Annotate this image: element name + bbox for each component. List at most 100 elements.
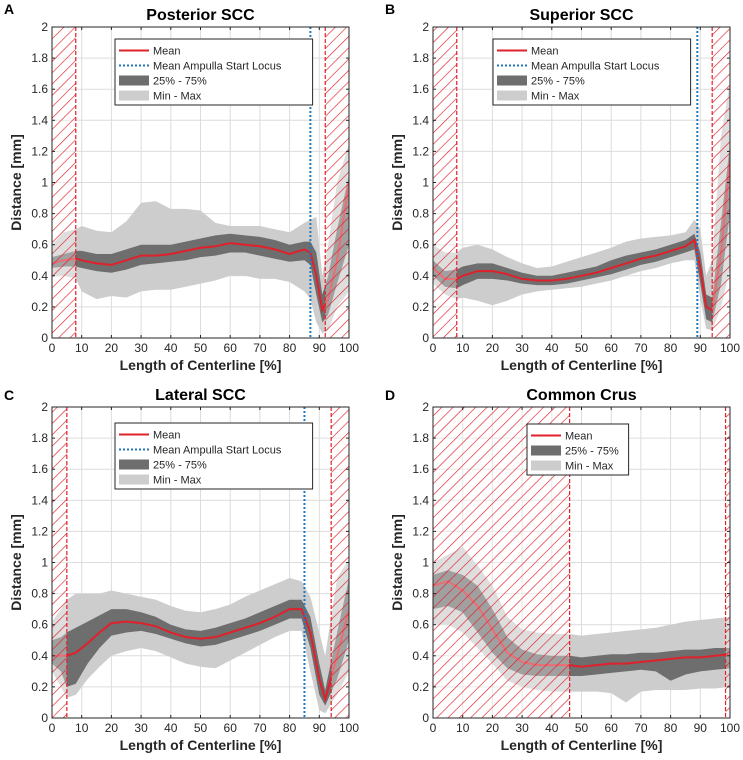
legend-label: Min - Max bbox=[531, 91, 580, 103]
legend-label: 25% - 75% bbox=[153, 76, 207, 88]
plot-content bbox=[433, 27, 730, 338]
x-tick-label: 10 bbox=[75, 721, 89, 735]
y-tick-label: 0.8 bbox=[31, 207, 48, 221]
mean-line bbox=[433, 159, 730, 312]
excluded-range bbox=[433, 27, 458, 338]
x-tick-label: 50 bbox=[194, 341, 208, 355]
y-tick-label: 0 bbox=[41, 711, 48, 725]
excluded-range bbox=[330, 407, 349, 718]
y-tick-label: 1.4 bbox=[412, 113, 429, 127]
y-tick-label: 0.4 bbox=[412, 649, 429, 663]
legend-swatch-iqr bbox=[497, 75, 527, 86]
minmax-band bbox=[52, 143, 349, 334]
excluded-range bbox=[324, 27, 349, 338]
x-axis: 0 10 20 30 40 50 60 70 80 90 100 bbox=[430, 27, 740, 355]
x-tick-label: 100 bbox=[339, 341, 359, 355]
y-tick-label: 2 bbox=[41, 400, 48, 414]
legend-swatch-iqr bbox=[531, 445, 561, 456]
legend-label: Mean Ampulla Start Locus bbox=[153, 445, 282, 457]
x-tick-label: 30 bbox=[134, 341, 148, 355]
y-tick-label: 0.4 bbox=[412, 269, 429, 283]
x-tick-label: 90 bbox=[694, 341, 708, 355]
x-tick-label: 60 bbox=[605, 341, 619, 355]
panel-letter: C bbox=[4, 387, 14, 403]
x-tick-label: 40 bbox=[164, 341, 178, 355]
x-tick-label: 0 bbox=[430, 341, 437, 355]
y-tick-label: 1.8 bbox=[412, 431, 429, 445]
x-tick-label: 20 bbox=[105, 341, 119, 355]
legend-label: Mean bbox=[153, 430, 181, 442]
y-tick-label: 1.4 bbox=[31, 493, 48, 507]
x-tick-label: 40 bbox=[164, 721, 178, 735]
y-tick-label: 1 bbox=[422, 176, 429, 190]
y-tick-label: 0.6 bbox=[412, 238, 429, 252]
panel-a: 0 10 20 30 40 50 60 70 80 90 100 0 0.2 0.4 0.6 0.8 1 1.2 1… bbox=[4, 1, 359, 373]
x-tick-label: 60 bbox=[224, 721, 238, 735]
x-axis: 0 10 20 30 40 50 60 70 80 90 100 bbox=[49, 407, 359, 735]
chart-title: Superior SCC bbox=[529, 7, 633, 24]
x-tick-label: 90 bbox=[313, 341, 327, 355]
y-tick-label: 0 bbox=[41, 331, 48, 345]
y-tick-label: 1.2 bbox=[412, 524, 429, 538]
y-tick-label: 1.2 bbox=[412, 144, 429, 158]
excluded-hatch bbox=[712, 27, 730, 338]
x-tick-label: 80 bbox=[664, 341, 678, 355]
panel-letter: D bbox=[385, 387, 395, 403]
y-tick-label: 0.2 bbox=[31, 300, 48, 314]
legend-label: 25% - 75% bbox=[565, 446, 619, 458]
y-axis-label: Distance [mm] bbox=[389, 514, 405, 610]
y-tick-label: 0 bbox=[422, 331, 429, 345]
x-tick-label: 40 bbox=[545, 341, 559, 355]
x-tick-label: 60 bbox=[224, 341, 238, 355]
x-tick-label: 70 bbox=[634, 341, 648, 355]
x-tick-label: 30 bbox=[134, 721, 148, 735]
x-axis-label: Length of Centerline [%] bbox=[501, 737, 663, 753]
x-tick-label: 90 bbox=[313, 721, 327, 735]
x-tick-label: 70 bbox=[253, 721, 267, 735]
x-tick-label: 80 bbox=[664, 721, 678, 735]
y-tick-label: 1.8 bbox=[31, 431, 48, 445]
y-axis-label: Distance [mm] bbox=[8, 134, 24, 230]
plot-content bbox=[52, 407, 349, 718]
y-tick-label: 1.6 bbox=[31, 462, 48, 476]
legend: Mean Mean Ampulla Start Locus 25% - 75% Min… bbox=[492, 38, 692, 106]
chart-title: Lateral SCC bbox=[155, 387, 246, 404]
x-tick-label: 0 bbox=[49, 721, 56, 735]
excluded-hatch bbox=[433, 27, 457, 338]
panel-letter: A bbox=[4, 1, 14, 17]
x-tick-label: 40 bbox=[545, 721, 559, 735]
x-tick-label: 10 bbox=[456, 721, 470, 735]
y-tick-label: 1.2 bbox=[31, 524, 48, 538]
y-tick-label: 1.6 bbox=[412, 462, 429, 476]
iqr-band bbox=[433, 143, 730, 323]
legend-swatch-iqr bbox=[119, 75, 149, 86]
x-tick-label: 70 bbox=[253, 341, 267, 355]
x-axis-label: Length of Centerline [%] bbox=[501, 357, 663, 373]
y-tick-label: 1.4 bbox=[412, 493, 429, 507]
y-tick-label: 0.4 bbox=[31, 649, 48, 663]
legend-label: Mean bbox=[531, 46, 559, 58]
x-tick-label: 80 bbox=[283, 341, 297, 355]
x-tick-label: 30 bbox=[515, 721, 529, 735]
x-tick-label: 30 bbox=[515, 341, 529, 355]
x-axis: 0 10 20 30 40 50 60 70 80 90 100 bbox=[430, 407, 740, 735]
legend-swatch-minmax bbox=[497, 90, 527, 101]
y-tick-label: 2 bbox=[41, 20, 48, 34]
y-axis: 0 0.2 0.4 0.6 0.8 1 1.2 1.4 1.6 1.8 2 bbox=[412, 20, 730, 345]
panel-c: 0 10 20 30 40 50 60 70 80 90 100 0 0.2 0.4 0.6 0.8 1 1.2 1… bbox=[4, 387, 359, 753]
x-tick-label: 0 bbox=[430, 721, 437, 735]
y-tick-label: 0.8 bbox=[412, 587, 429, 601]
excluded-hatch bbox=[52, 407, 67, 718]
y-axis: 0 0.2 0.4 0.6 0.8 1 1.2 1.4 1.6 1.8 2 bbox=[412, 400, 730, 725]
mean-line bbox=[52, 182, 349, 314]
excluded-hatch bbox=[331, 407, 349, 718]
legend-label: Min - Max bbox=[565, 461, 614, 473]
x-tick-label: 80 bbox=[283, 721, 297, 735]
y-axis-label: Distance [mm] bbox=[8, 514, 24, 610]
y-tick-label: 0.8 bbox=[412, 207, 429, 221]
x-tick-label: 70 bbox=[634, 721, 648, 735]
y-tick-label: 1.2 bbox=[31, 144, 48, 158]
excluded-range bbox=[52, 407, 68, 718]
y-tick-label: 1 bbox=[41, 176, 48, 190]
y-tick-label: 1.4 bbox=[31, 113, 48, 127]
